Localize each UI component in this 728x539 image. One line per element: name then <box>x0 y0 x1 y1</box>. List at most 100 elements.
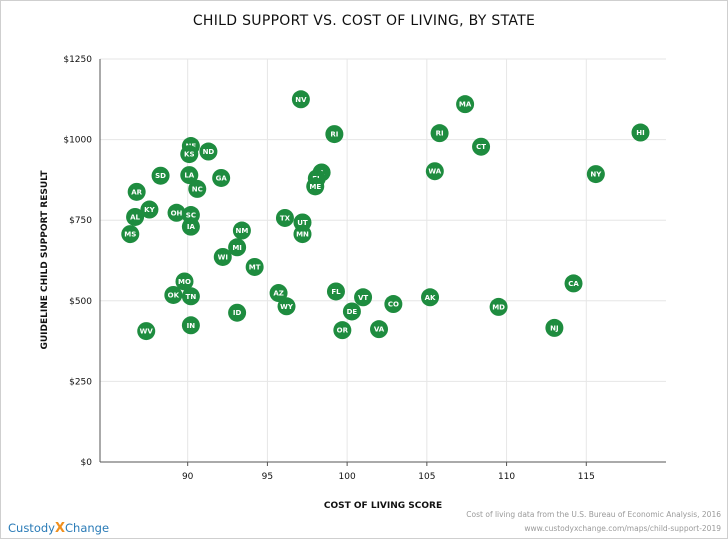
point-marker <box>384 295 403 314</box>
data-point: RI <box>325 125 344 144</box>
data-point: NC <box>188 179 207 198</box>
point-label: WV <box>140 328 154 336</box>
y-axis-title: GUIDELINE CHILD SUPPORT RESULT <box>40 170 50 350</box>
data-point: CT <box>472 137 491 156</box>
point-label: NV <box>295 96 307 104</box>
point-marker <box>277 297 296 316</box>
point-marker <box>151 166 170 185</box>
point-label: OK <box>168 291 180 299</box>
y-tick-label: $0 <box>81 458 93 468</box>
data-point: SD <box>151 166 170 185</box>
point-marker <box>180 145 199 164</box>
point-label: DE <box>347 308 358 316</box>
tick-labels: $0 $250 $500 $750 $1000 $1250 90 95 100 105 110 115 <box>63 55 595 482</box>
data-point: HI <box>631 123 650 142</box>
point-label: WY <box>280 303 294 311</box>
point-marker <box>245 257 264 276</box>
point-label: ID <box>233 309 242 317</box>
point-label: KS <box>184 151 194 159</box>
point-marker <box>212 168 231 187</box>
point-marker <box>137 322 156 341</box>
point-marker <box>326 282 345 301</box>
point-label: WA <box>428 168 441 176</box>
point-marker <box>354 288 373 307</box>
point-marker <box>370 320 389 339</box>
data-point: MO <box>175 272 194 291</box>
point-marker <box>342 302 361 321</box>
point-label: LA <box>184 172 194 180</box>
point-label: HI <box>636 129 644 137</box>
point-marker <box>291 90 310 109</box>
point-label: WI <box>218 253 228 261</box>
axes <box>99 59 666 466</box>
point-marker <box>545 318 564 337</box>
point-marker <box>333 321 352 340</box>
point-label: KY <box>144 206 155 214</box>
point-label: MO <box>178 278 191 286</box>
data-point: MA <box>456 95 475 114</box>
point-label: NM <box>235 227 248 235</box>
y-tick-label: $1250 <box>63 55 92 65</box>
data-point: AZ <box>269 284 288 303</box>
point-label: CO <box>388 301 399 309</box>
point-marker <box>325 125 344 144</box>
point-label: NC <box>192 185 203 193</box>
point-marker <box>181 287 200 306</box>
point-label: RI <box>436 130 444 138</box>
chart-title: CHILD SUPPORT VS. COST OF LIVING, BY STA… <box>193 13 535 29</box>
brand-logo: CustodyXChange <box>8 521 109 536</box>
data-point: TN <box>181 287 200 306</box>
x-tick-label: 110 <box>498 472 515 482</box>
point-label: AZ <box>273 290 284 298</box>
brand-part-custody: Custody <box>8 521 55 535</box>
data-point: OR <box>333 321 352 340</box>
data-point: ID <box>228 303 247 322</box>
point-label: MA <box>459 101 472 109</box>
point-marker <box>181 316 200 335</box>
data-point: IA <box>181 217 200 236</box>
data-point: MS <box>121 225 140 244</box>
point-marker <box>180 166 199 185</box>
point-label: AL <box>130 213 140 221</box>
point-marker <box>164 285 183 304</box>
point-marker <box>472 137 491 156</box>
point-label: SC <box>186 212 196 220</box>
point-label: AR <box>131 188 142 196</box>
point-label: FL <box>331 288 341 296</box>
point-marker <box>167 203 186 222</box>
data-point: VT <box>354 288 373 307</box>
point-label: OR <box>337 327 349 335</box>
x-tick-label: 105 <box>418 472 435 482</box>
point-label: TX <box>280 214 291 222</box>
y-tick-label: $1000 <box>63 136 92 146</box>
point-label: CA <box>568 280 579 288</box>
point-label: MI <box>232 244 242 252</box>
data-point: WY <box>277 297 296 316</box>
data-point: CA <box>564 274 583 293</box>
data-point: RI <box>430 124 449 143</box>
data-point: ME <box>306 177 325 196</box>
point-marker <box>425 162 444 181</box>
point-label: OH <box>171 209 183 217</box>
data-point: NM <box>232 221 251 240</box>
brand-part-x: X <box>54 521 65 536</box>
data-point: AR <box>127 182 146 201</box>
data-point: MD <box>489 297 508 316</box>
point-label: MT <box>249 263 261 271</box>
point-label: MD <box>492 303 505 311</box>
point-marker <box>175 272 194 291</box>
data-point: IN <box>181 316 200 335</box>
x-tick-label: 95 <box>262 472 273 482</box>
brand-part-change: Change <box>65 521 110 535</box>
data-point: CO <box>384 295 403 314</box>
point-marker <box>275 208 294 227</box>
point-marker <box>199 142 218 161</box>
data-point: AK <box>421 288 440 307</box>
point-label: IN <box>187 322 196 330</box>
point-label: TN <box>186 293 197 301</box>
point-label: ND <box>203 148 215 156</box>
data-point: NJ <box>545 318 564 337</box>
point-marker <box>269 284 288 303</box>
point-marker <box>181 217 200 236</box>
point-label: MS <box>124 231 136 239</box>
